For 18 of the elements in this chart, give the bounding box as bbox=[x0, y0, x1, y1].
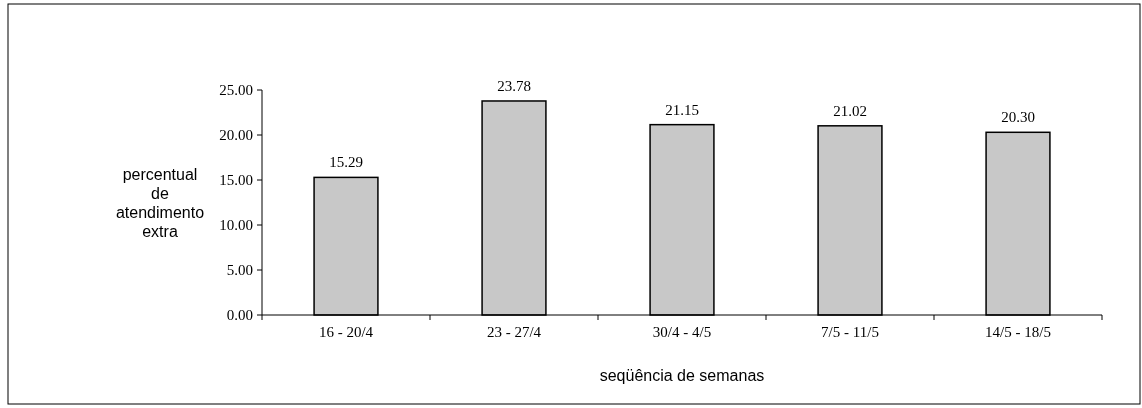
x-tick-label: 16 - 20/4 bbox=[318, 324, 374, 340]
data-label: 21.15 bbox=[665, 101, 699, 118]
y-tick-label: 5.00 bbox=[226, 262, 253, 279]
data-label: 15.29 bbox=[329, 154, 363, 171]
y-tick-label: 0.00 bbox=[226, 307, 253, 324]
data-label: 20.30 bbox=[1001, 109, 1035, 126]
data-label: 21.02 bbox=[833, 102, 867, 119]
y-axis-title: percentual de atendimento extra bbox=[115, 165, 205, 240]
y-tick-label: 15.00 bbox=[219, 172, 253, 189]
data-label: 23.78 bbox=[497, 77, 531, 94]
y-tick-label: 10.00 bbox=[219, 217, 253, 234]
x-tick-label: 23 - 27/4 bbox=[486, 324, 542, 340]
y-tick-label: 20.00 bbox=[219, 127, 253, 144]
x-tick-label: 7/5 - 11/5 bbox=[821, 324, 879, 340]
y-tick-label: 25.00 bbox=[219, 82, 253, 99]
x-axis-title: seqüência de semanas bbox=[599, 367, 765, 384]
x-tick-label: 14/5 - 18/5 bbox=[985, 324, 1051, 340]
x-tick-label: 30/4 - 4/5 bbox=[652, 324, 712, 340]
